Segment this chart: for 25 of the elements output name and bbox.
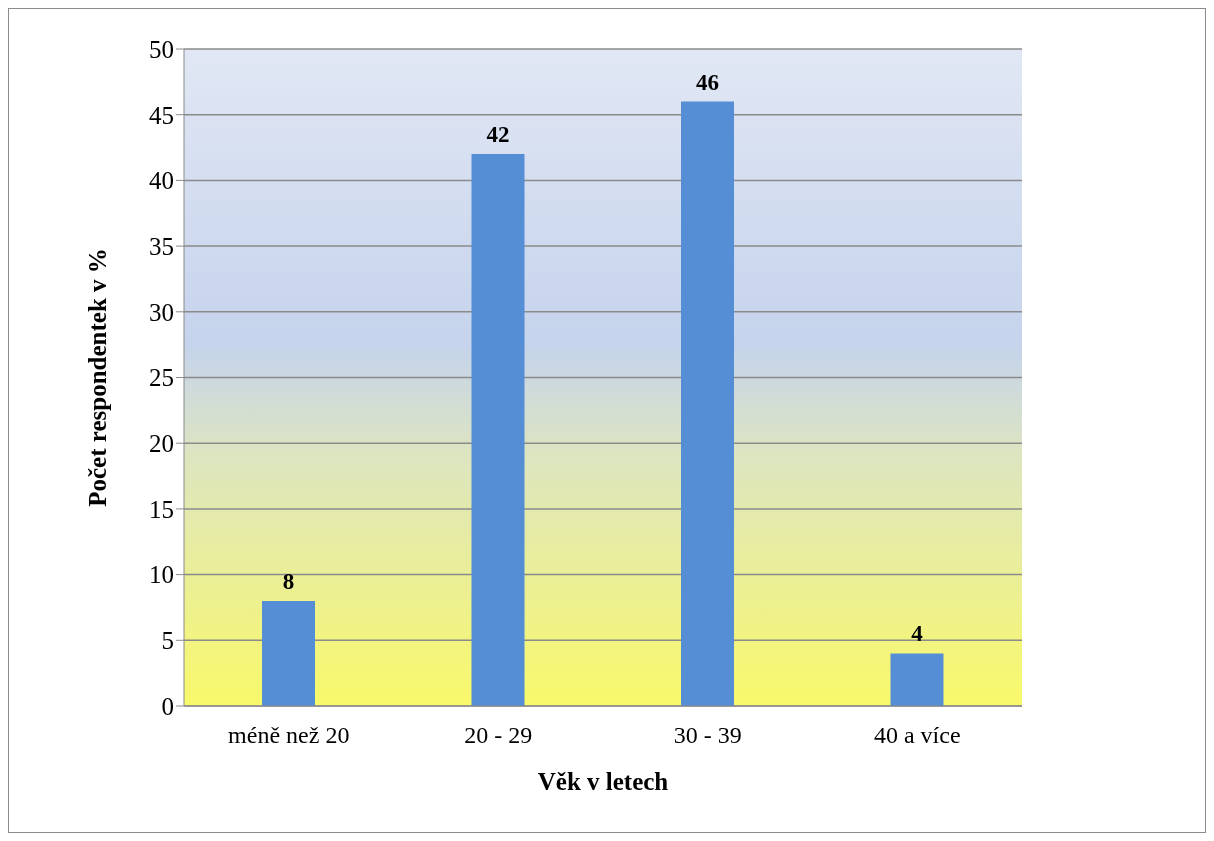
bar bbox=[262, 600, 315, 706]
y-tick-label: 30 bbox=[149, 298, 174, 326]
bar bbox=[890, 653, 944, 706]
y-tick-label: 0 bbox=[161, 692, 174, 720]
x-axis-title: Věk v letech bbox=[537, 767, 669, 795]
y-tick-label: 20 bbox=[149, 430, 174, 458]
y-axis-title: Počet respondentek v % bbox=[83, 248, 111, 507]
x-tick-label: méně než 20 bbox=[228, 722, 350, 749]
y-tick-label: 45 bbox=[149, 101, 174, 129]
bar bbox=[471, 154, 525, 706]
y-tick-label: 15 bbox=[149, 495, 174, 523]
data-label: 46 bbox=[696, 69, 719, 95]
x-tick-label: 30 - 39 bbox=[673, 722, 742, 749]
y-tick-label: 10 bbox=[149, 561, 174, 589]
x-tick-label: 20 - 29 bbox=[464, 722, 533, 749]
data-label: 8 bbox=[282, 568, 295, 594]
y-tick-label: 25 bbox=[149, 364, 174, 392]
y-tick-label: 50 bbox=[149, 35, 174, 63]
y-tick-label: 35 bbox=[149, 232, 174, 260]
y-tick-label: 5 bbox=[161, 627, 174, 655]
data-label: 4 bbox=[911, 621, 924, 647]
bar bbox=[681, 101, 734, 706]
x-tick-label: 40 a více bbox=[873, 722, 961, 749]
y-tick-label: 40 bbox=[149, 167, 174, 195]
data-label: 42 bbox=[486, 122, 510, 148]
